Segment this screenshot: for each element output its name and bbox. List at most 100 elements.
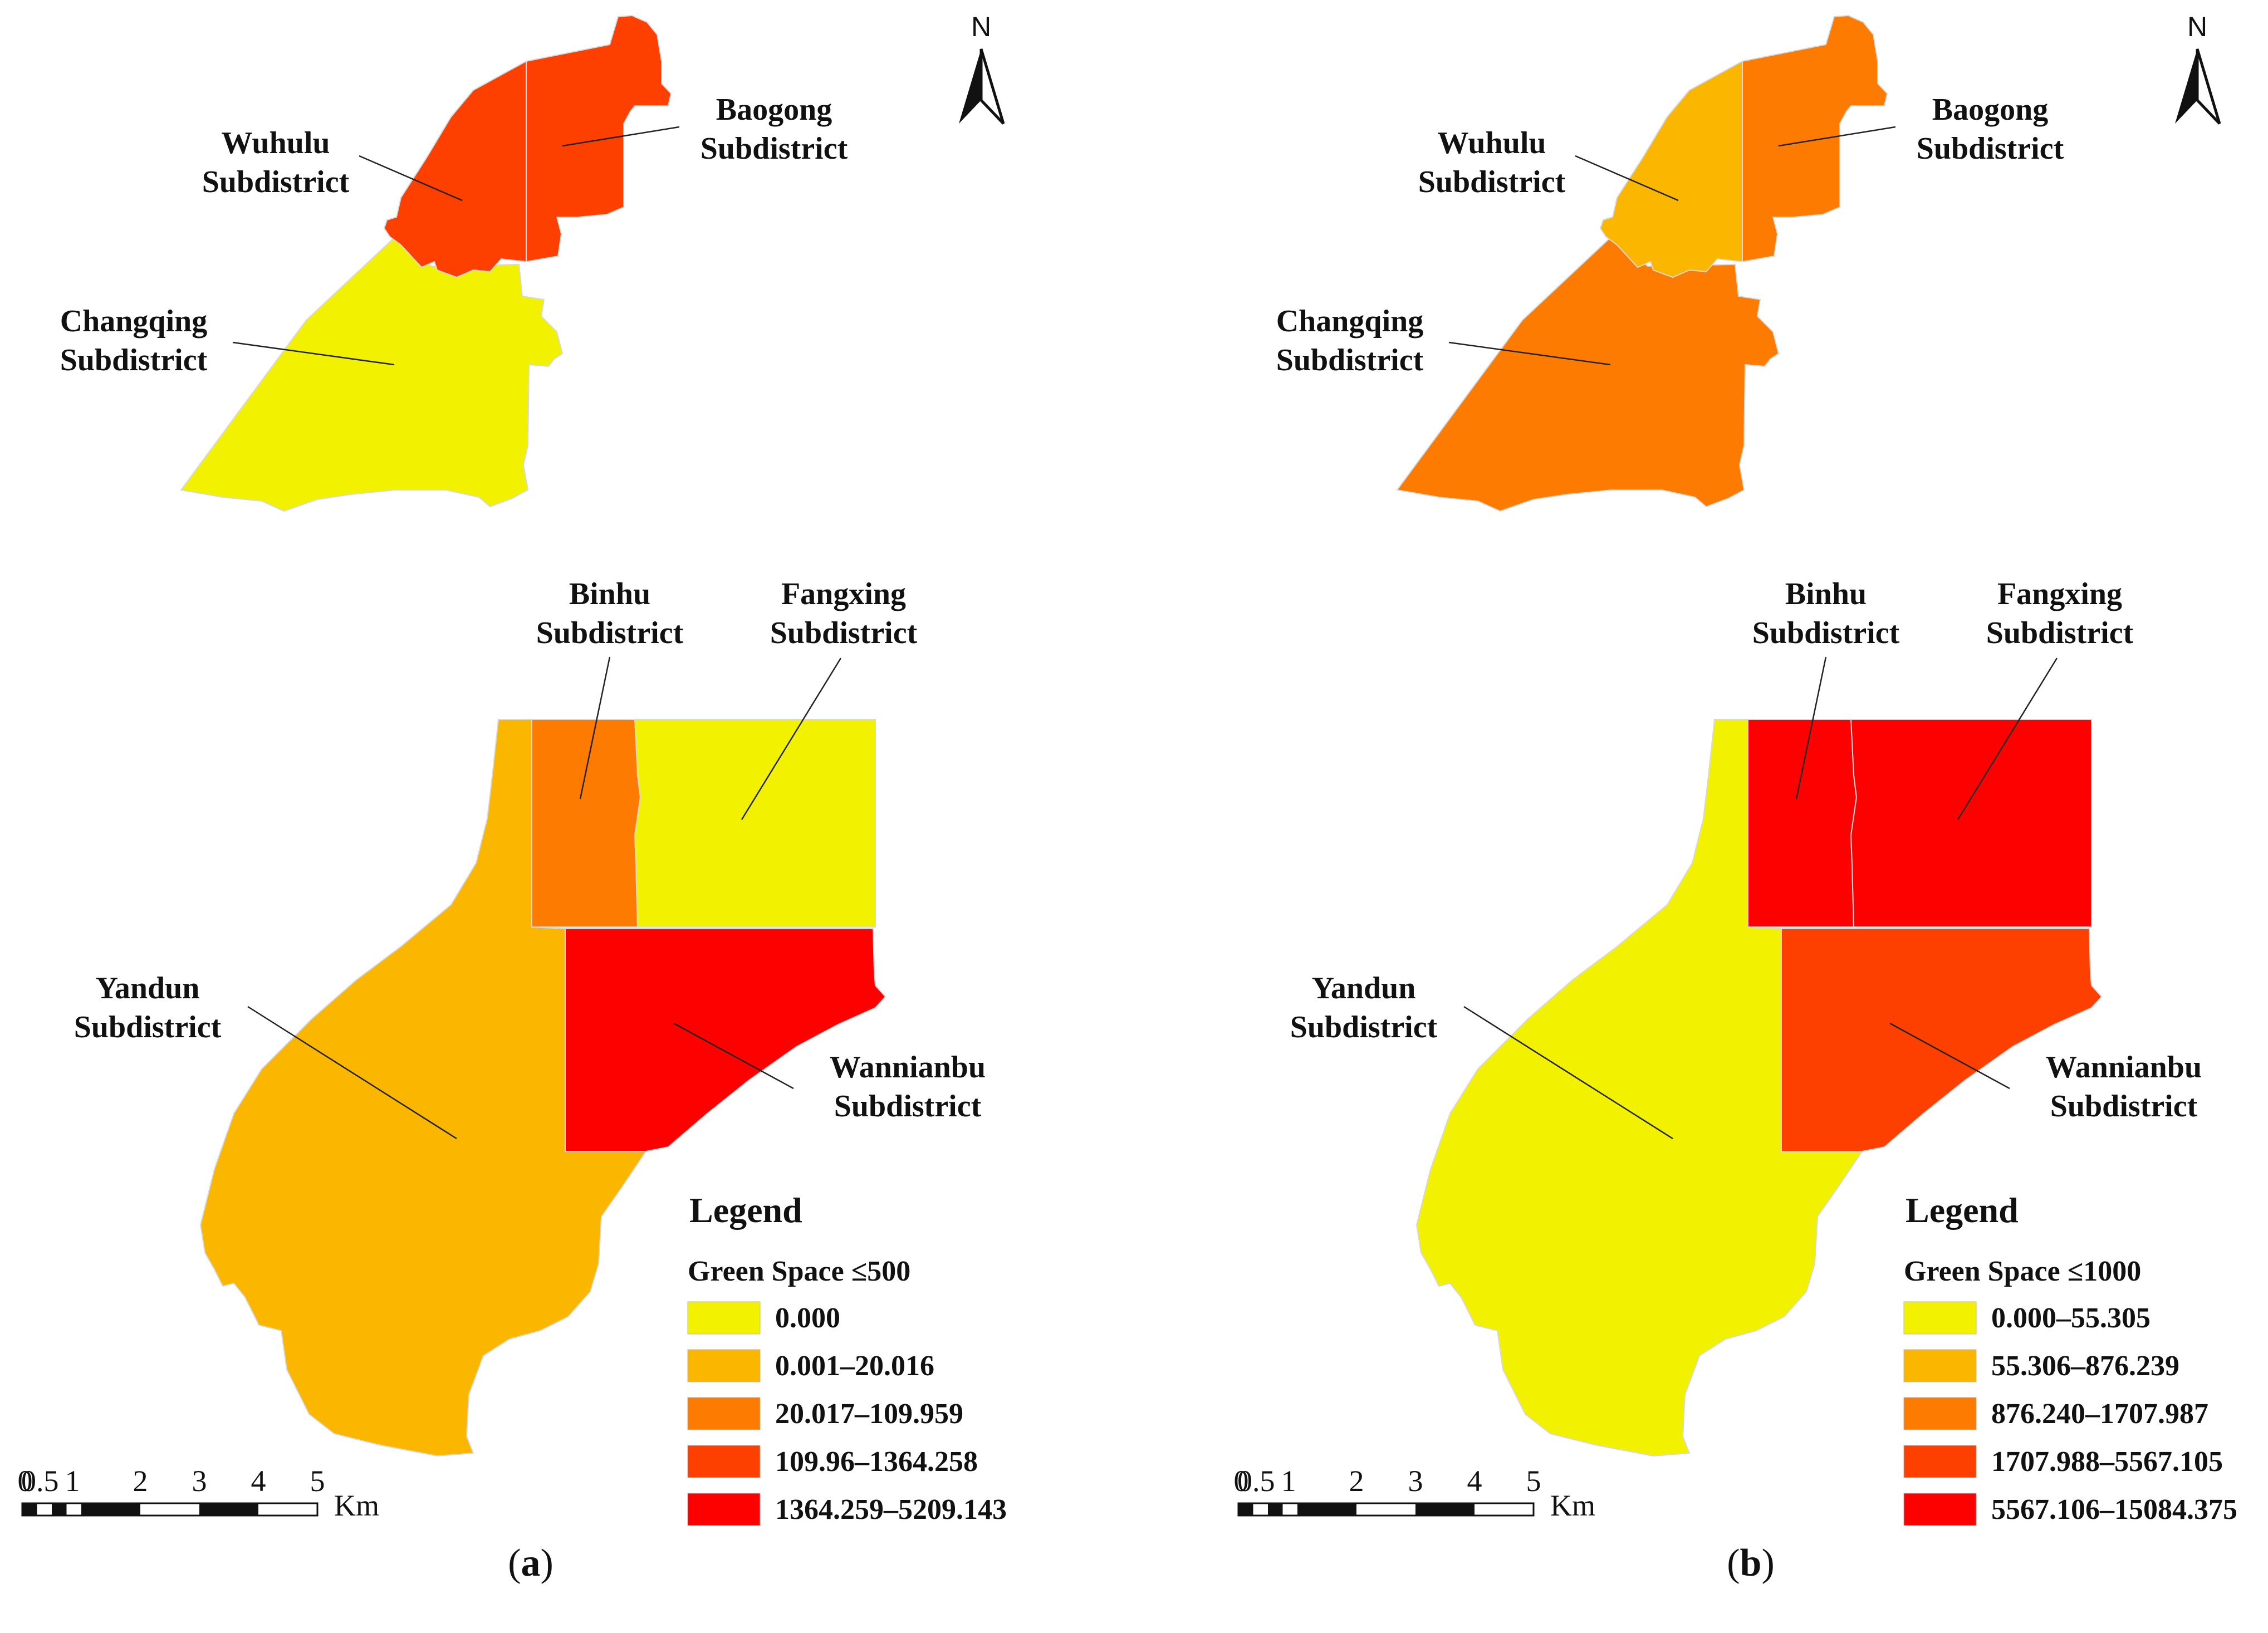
region-binhu bbox=[1747, 719, 1858, 928]
leader-wuhulu bbox=[1575, 155, 1679, 202]
scale-unit-label: Km bbox=[334, 1489, 379, 1522]
scale-bar-segment bbox=[1297, 1503, 1356, 1516]
legend-item-label: 1364.259–5209.143 bbox=[775, 1494, 1007, 1526]
legend-title: Legend bbox=[1905, 1190, 2019, 1230]
scale-bar-segment bbox=[1415, 1503, 1475, 1516]
scale-tick-label: 0.5 bbox=[1237, 1464, 1275, 1498]
leader-baogong bbox=[1778, 126, 1896, 147]
leader-binhu bbox=[579, 656, 611, 800]
scale-bar-segment bbox=[81, 1503, 140, 1516]
legend-subtitle: Green Space ≤500 bbox=[688, 1256, 910, 1287]
north-arrow-icon: N bbox=[2175, 11, 2221, 125]
scale-tick-label: 0 bbox=[18, 1464, 33, 1498]
scale-tick-label: 1 bbox=[1281, 1464, 1296, 1498]
legend-swatch bbox=[1903, 1349, 1977, 1382]
label-yandun: Yandun Subdistrict bbox=[1290, 971, 1438, 1044]
leader-yandun bbox=[247, 1006, 457, 1140]
north-arrow-icon: N bbox=[959, 11, 1005, 125]
scale-tick-label: 3 bbox=[1408, 1464, 1423, 1498]
scale-tick-label: 1 bbox=[65, 1464, 80, 1498]
label-baogong: Baogong Subdistrict bbox=[1917, 92, 2064, 166]
region-wuhulu bbox=[383, 60, 527, 278]
region-binhu bbox=[531, 719, 641, 928]
legend-item-label: 0.000–55.305 bbox=[1991, 1302, 2151, 1334]
panel-b: Wuhulu Subdistrict Baogong Subdistrict Cha… bbox=[1234, 11, 2238, 1585]
label-wuhulu: Wuhulu Subdistrict bbox=[202, 126, 350, 199]
scale-tick-label: 3 bbox=[192, 1464, 207, 1498]
leader-fangxing bbox=[1957, 658, 2058, 820]
scale-tick-label: 0 bbox=[1234, 1464, 1249, 1498]
legend-swatch bbox=[1903, 1493, 1977, 1526]
leader-yandun bbox=[1463, 1006, 1673, 1140]
label-binhu: Binhu Subdistrict bbox=[1752, 577, 1900, 650]
legend-subtitle: Green Space ≤1000 bbox=[1904, 1256, 2141, 1287]
legend-title: Legend bbox=[689, 1190, 802, 1230]
legend-swatch bbox=[1903, 1301, 1977, 1335]
legend: Legend Green Space ≤1000 0.000–55.305 55.… bbox=[1903, 1190, 2237, 1526]
legend-swatch bbox=[687, 1349, 761, 1382]
label-yandun: Yandun Subdistrict bbox=[74, 971, 222, 1044]
region-wannianbu bbox=[565, 928, 886, 1152]
svg-text:N: N bbox=[2187, 11, 2207, 42]
label-wannianbu: Wannianbu Subdistrict bbox=[2046, 1050, 2202, 1124]
legend-item-label: 20.017–109.959 bbox=[775, 1398, 963, 1430]
scale-tick-label: 4 bbox=[1467, 1464, 1482, 1498]
scale-tick-label: 5 bbox=[1526, 1464, 1541, 1498]
panel-label: (b) bbox=[1727, 1542, 1775, 1585]
legend-item-label: 109.96–1364.258 bbox=[775, 1446, 978, 1478]
region-fangxing bbox=[1850, 719, 2092, 928]
scale-bar-segment bbox=[199, 1503, 258, 1516]
legend-swatch bbox=[687, 1301, 761, 1335]
leader-wannianbu bbox=[673, 1022, 794, 1090]
label-changqing: Changqing Subdistrict bbox=[1276, 304, 1424, 377]
legend-item-label: 0.001–20.016 bbox=[775, 1350, 934, 1382]
legend-item-label: 0.000 bbox=[775, 1302, 840, 1334]
leader-wannianbu bbox=[1889, 1022, 2010, 1090]
region-baogong bbox=[526, 14, 672, 263]
leader-changqing bbox=[1448, 341, 1611, 366]
region-wannianbu bbox=[1781, 928, 2103, 1152]
scale-tick-label: 5 bbox=[310, 1464, 325, 1498]
leader-baogong bbox=[562, 126, 680, 147]
legend-rows: 0.000–55.305 55.306–876.239 876.240–1707.9… bbox=[1903, 1301, 2237, 1526]
scale-bar-segment bbox=[1238, 1503, 1253, 1516]
panel-a: Wuhulu Subdistrict Baogong Subdistrict Cha… bbox=[18, 11, 1007, 1585]
label-fangxing: Fangxing Subdistrict bbox=[770, 577, 918, 650]
legend-rows: 0.000 0.001–20.016 20.017–109.959 109.96–13… bbox=[687, 1301, 1007, 1526]
scale-tick-label: 0.5 bbox=[21, 1464, 59, 1498]
legend-item-label: 876.240–1707.987 bbox=[1991, 1398, 2208, 1430]
label-fangxing: Fangxing Subdistrict bbox=[1986, 577, 2134, 650]
leader-wuhulu bbox=[359, 155, 463, 202]
legend-item-label: 55.306–876.239 bbox=[1991, 1350, 2179, 1382]
legend: Legend Green Space ≤500 0.000 0.001–20.01… bbox=[687, 1190, 1007, 1526]
scale-bar-segment bbox=[22, 1503, 37, 1516]
region-yandun bbox=[199, 719, 647, 1457]
label-changqing: Changqing Subdistrict bbox=[60, 304, 208, 377]
legend-swatch bbox=[687, 1493, 761, 1526]
label-wannianbu: Wannianbu Subdistrict bbox=[830, 1050, 986, 1124]
legend-swatch bbox=[687, 1397, 761, 1430]
legend-item-label: 1707.988–5567.105 bbox=[1991, 1446, 2223, 1478]
label-baogong: Baogong Subdistrict bbox=[701, 92, 848, 166]
region-changqing bbox=[180, 236, 564, 512]
scale-bar: 00.5 1 2 3 4 5 Km bbox=[18, 1464, 380, 1522]
legend-swatch bbox=[1903, 1397, 1977, 1430]
label-wuhulu: Wuhulu Subdistrict bbox=[1418, 126, 1566, 199]
scale-bar-segment bbox=[1268, 1503, 1283, 1516]
legend-swatch bbox=[687, 1445, 761, 1478]
scale-bar: 00.5 1 2 3 4 5 Km bbox=[1234, 1464, 1596, 1522]
legend-item-label: 5567.106–15084.375 bbox=[1991, 1494, 2237, 1526]
region-baogong bbox=[1742, 14, 1888, 263]
leader-fangxing bbox=[741, 658, 842, 820]
label-binhu: Binhu Subdistrict bbox=[536, 577, 684, 650]
legend-swatch bbox=[1903, 1445, 1977, 1478]
region-changqing bbox=[1396, 236, 1780, 512]
scale-unit-label: Km bbox=[1550, 1489, 1595, 1522]
region-fangxing bbox=[634, 719, 876, 928]
leader-binhu bbox=[1795, 656, 1827, 800]
region-wuhulu bbox=[1599, 60, 1743, 278]
region-yandun bbox=[1415, 719, 1863, 1457]
scale-tick-label: 4 bbox=[251, 1464, 266, 1498]
